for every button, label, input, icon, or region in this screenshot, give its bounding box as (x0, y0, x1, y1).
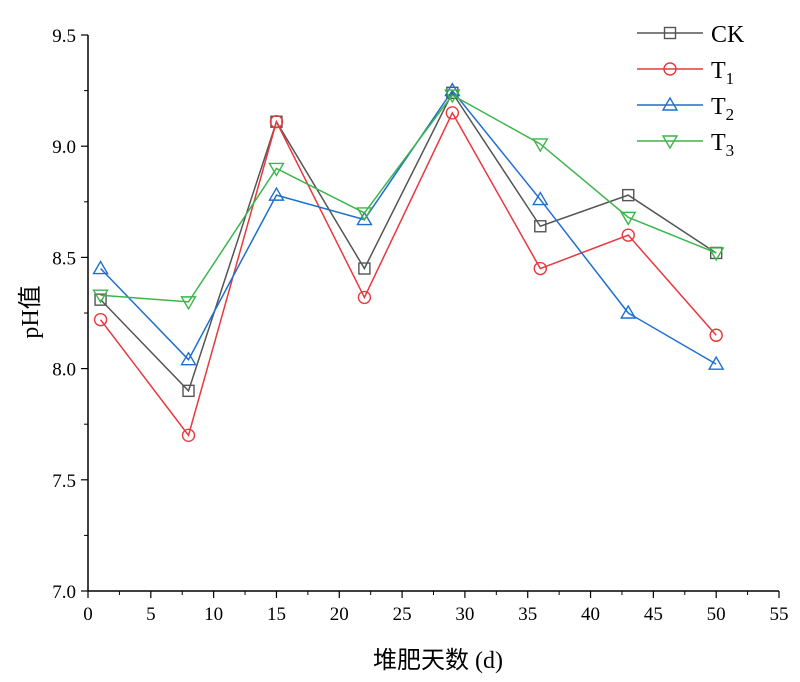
data-point-t3 (268, 162, 285, 177)
x-tick-label: 15 (267, 604, 286, 625)
data-point-t1 (709, 328, 723, 342)
data-point-t1 (357, 290, 372, 305)
data-point-t2 (268, 186, 285, 201)
x-tick-label: 30 (455, 604, 474, 625)
series-line-t2 (100, 89, 717, 365)
legend-marker-t2 (661, 96, 679, 111)
x-tick-label: 55 (770, 604, 789, 625)
x-tick-label: 40 (581, 604, 600, 625)
data-point-t2 (356, 211, 373, 226)
data-point-t3 (444, 89, 461, 104)
data-point-ck (358, 262, 371, 275)
legend-item-t3: T3 (637, 130, 734, 160)
series-line-t3 (100, 94, 717, 303)
data-point-t1 (269, 115, 284, 129)
x-tick-label: 10 (204, 604, 223, 625)
data-point-t3 (707, 247, 725, 262)
y-tick-label: 7.0 (52, 582, 76, 603)
data-point-t3 (92, 289, 109, 304)
data-point-t1 (621, 228, 635, 242)
legend-marker-t1 (663, 62, 677, 76)
data-point-t1 (93, 312, 108, 327)
y-tick-label: 7.5 (52, 471, 76, 492)
data-point-t1 (445, 106, 460, 120)
data-point-t3 (356, 207, 373, 222)
y-tick-label: 9.0 (52, 137, 76, 158)
x-tick-label: 50 (707, 604, 726, 625)
x-tick-label: 45 (644, 604, 663, 625)
data-point-t2 (620, 304, 637, 319)
x-tick-label: 5 (146, 604, 156, 625)
series-line-ck (100, 91, 717, 393)
y-tick-label: 8.5 (52, 248, 76, 269)
data-point-ck (534, 220, 547, 233)
series-t1 (93, 106, 723, 443)
data-point-t3 (532, 138, 549, 153)
y-tick-label: 9.5 (52, 26, 76, 47)
data-point-ck (182, 384, 195, 398)
x-axis-title: 堆肥天数 (d) (373, 647, 503, 674)
series-t3 (92, 89, 725, 311)
data-point-ck (94, 293, 107, 306)
legend-marker-t3 (661, 135, 679, 150)
ticks: 0 5 10 15 20 25 30 35 40 45 50 55 7.0 7.5 8.0 8.5 9.0 9.5 (52, 26, 788, 625)
legend-marker-ck (663, 26, 677, 40)
series-line-t1 (99, 111, 717, 437)
legend-item-ck: CK (637, 22, 745, 48)
legend-label-ck: CK (711, 22, 745, 48)
legend: CK T1 T2 T3 (637, 22, 745, 160)
legend-item-t2: T2 (637, 94, 734, 124)
data-point-t2 (180, 351, 197, 366)
series-layer (92, 82, 725, 443)
data-point-t2 (532, 191, 549, 206)
data-point-t3 (620, 211, 637, 226)
x-tick-label: 20 (330, 604, 349, 625)
data-point-t2 (707, 355, 725, 370)
x-tick-label: 0 (83, 604, 93, 625)
y-tick-label: 8.0 (52, 360, 76, 381)
x-tick-label: 25 (393, 604, 412, 625)
legend-item-t1: T1 (637, 58, 734, 88)
series-t2 (92, 82, 725, 370)
legend-label-t3: T3 (711, 130, 734, 160)
data-point-t2 (92, 260, 109, 275)
data-point-t1 (181, 428, 196, 443)
y-axis-title: pH值 (17, 285, 44, 338)
x-tick-label: 35 (518, 604, 537, 625)
data-point-t3 (180, 296, 197, 311)
legend-label-t2: T2 (711, 94, 734, 124)
data-point-ck (622, 188, 635, 202)
legend-label-t1: T1 (711, 58, 734, 88)
data-point-t1 (533, 261, 547, 276)
